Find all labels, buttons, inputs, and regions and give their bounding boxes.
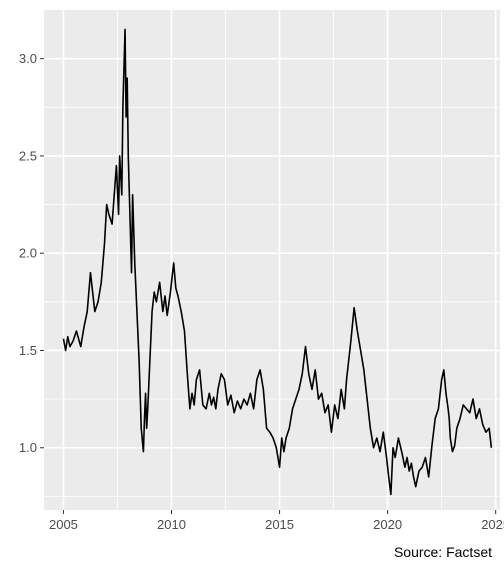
x-tick-label: 2015	[265, 517, 294, 532]
y-tick-label: 3.0	[19, 51, 37, 66]
x-tick-label: 2020	[373, 517, 402, 532]
y-tick-label: 1.0	[19, 440, 37, 455]
grid-minor	[44, 10, 500, 510]
y-tick-label: 2.5	[19, 148, 37, 163]
plot-panel	[44, 10, 500, 510]
source-caption: Source: Factset	[393, 544, 492, 560]
series-group	[62, 28, 493, 496]
x-tick-label: 2010	[157, 517, 186, 532]
series-line	[62, 28, 493, 496]
y-axis: 1.0 1.5 2.0 2.5 3.0	[19, 51, 44, 455]
x-axis: 2005 2010 2015 2020 2025	[49, 510, 504, 532]
x-tick-label: 2005	[49, 517, 78, 532]
y-tick-label: 1.5	[19, 343, 37, 358]
grid-major	[44, 10, 500, 510]
x-tick-label: 2025	[481, 517, 504, 532]
y-tick-label: 2.0	[19, 246, 37, 261]
